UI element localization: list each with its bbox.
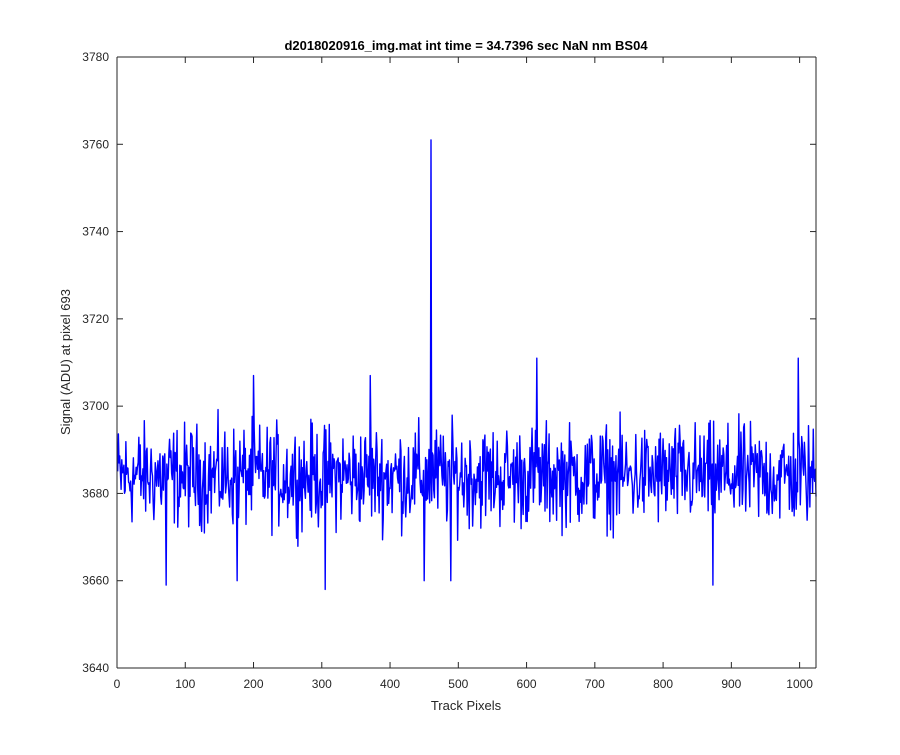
chart-title: d2018020916_img.mat int time = 34.7396 s… (284, 38, 648, 53)
plot-area (117, 57, 816, 668)
x-tick-label: 200 (244, 677, 264, 691)
x-tick-label: 700 (585, 677, 605, 691)
y-tick-label: 3760 (82, 137, 109, 151)
y-tick-label: 3740 (82, 225, 109, 239)
x-tick-label: 0 (114, 677, 121, 691)
y-axis-label: Signal (ADU) at pixel 693 (58, 289, 73, 435)
y-tick-label: 3680 (82, 486, 109, 500)
x-tick-label: 600 (517, 677, 537, 691)
x-tick-label: 400 (380, 677, 400, 691)
y-tick-label: 3660 (82, 574, 109, 588)
y-tick-label: 3700 (82, 399, 109, 413)
x-tick-label: 1000 (786, 677, 813, 691)
y-tick-label: 3780 (82, 50, 109, 64)
y-tick-label: 3640 (82, 661, 109, 675)
x-tick-label: 900 (721, 677, 741, 691)
x-tick-label: 500 (448, 677, 468, 691)
x-axis-label: Track Pixels (431, 698, 502, 713)
x-tick-label: 800 (653, 677, 673, 691)
series-line-0 (116, 139, 817, 591)
x-tick-label: 100 (175, 677, 195, 691)
x-tick-label: 300 (312, 677, 332, 691)
y-tick-label: 3720 (82, 312, 109, 326)
